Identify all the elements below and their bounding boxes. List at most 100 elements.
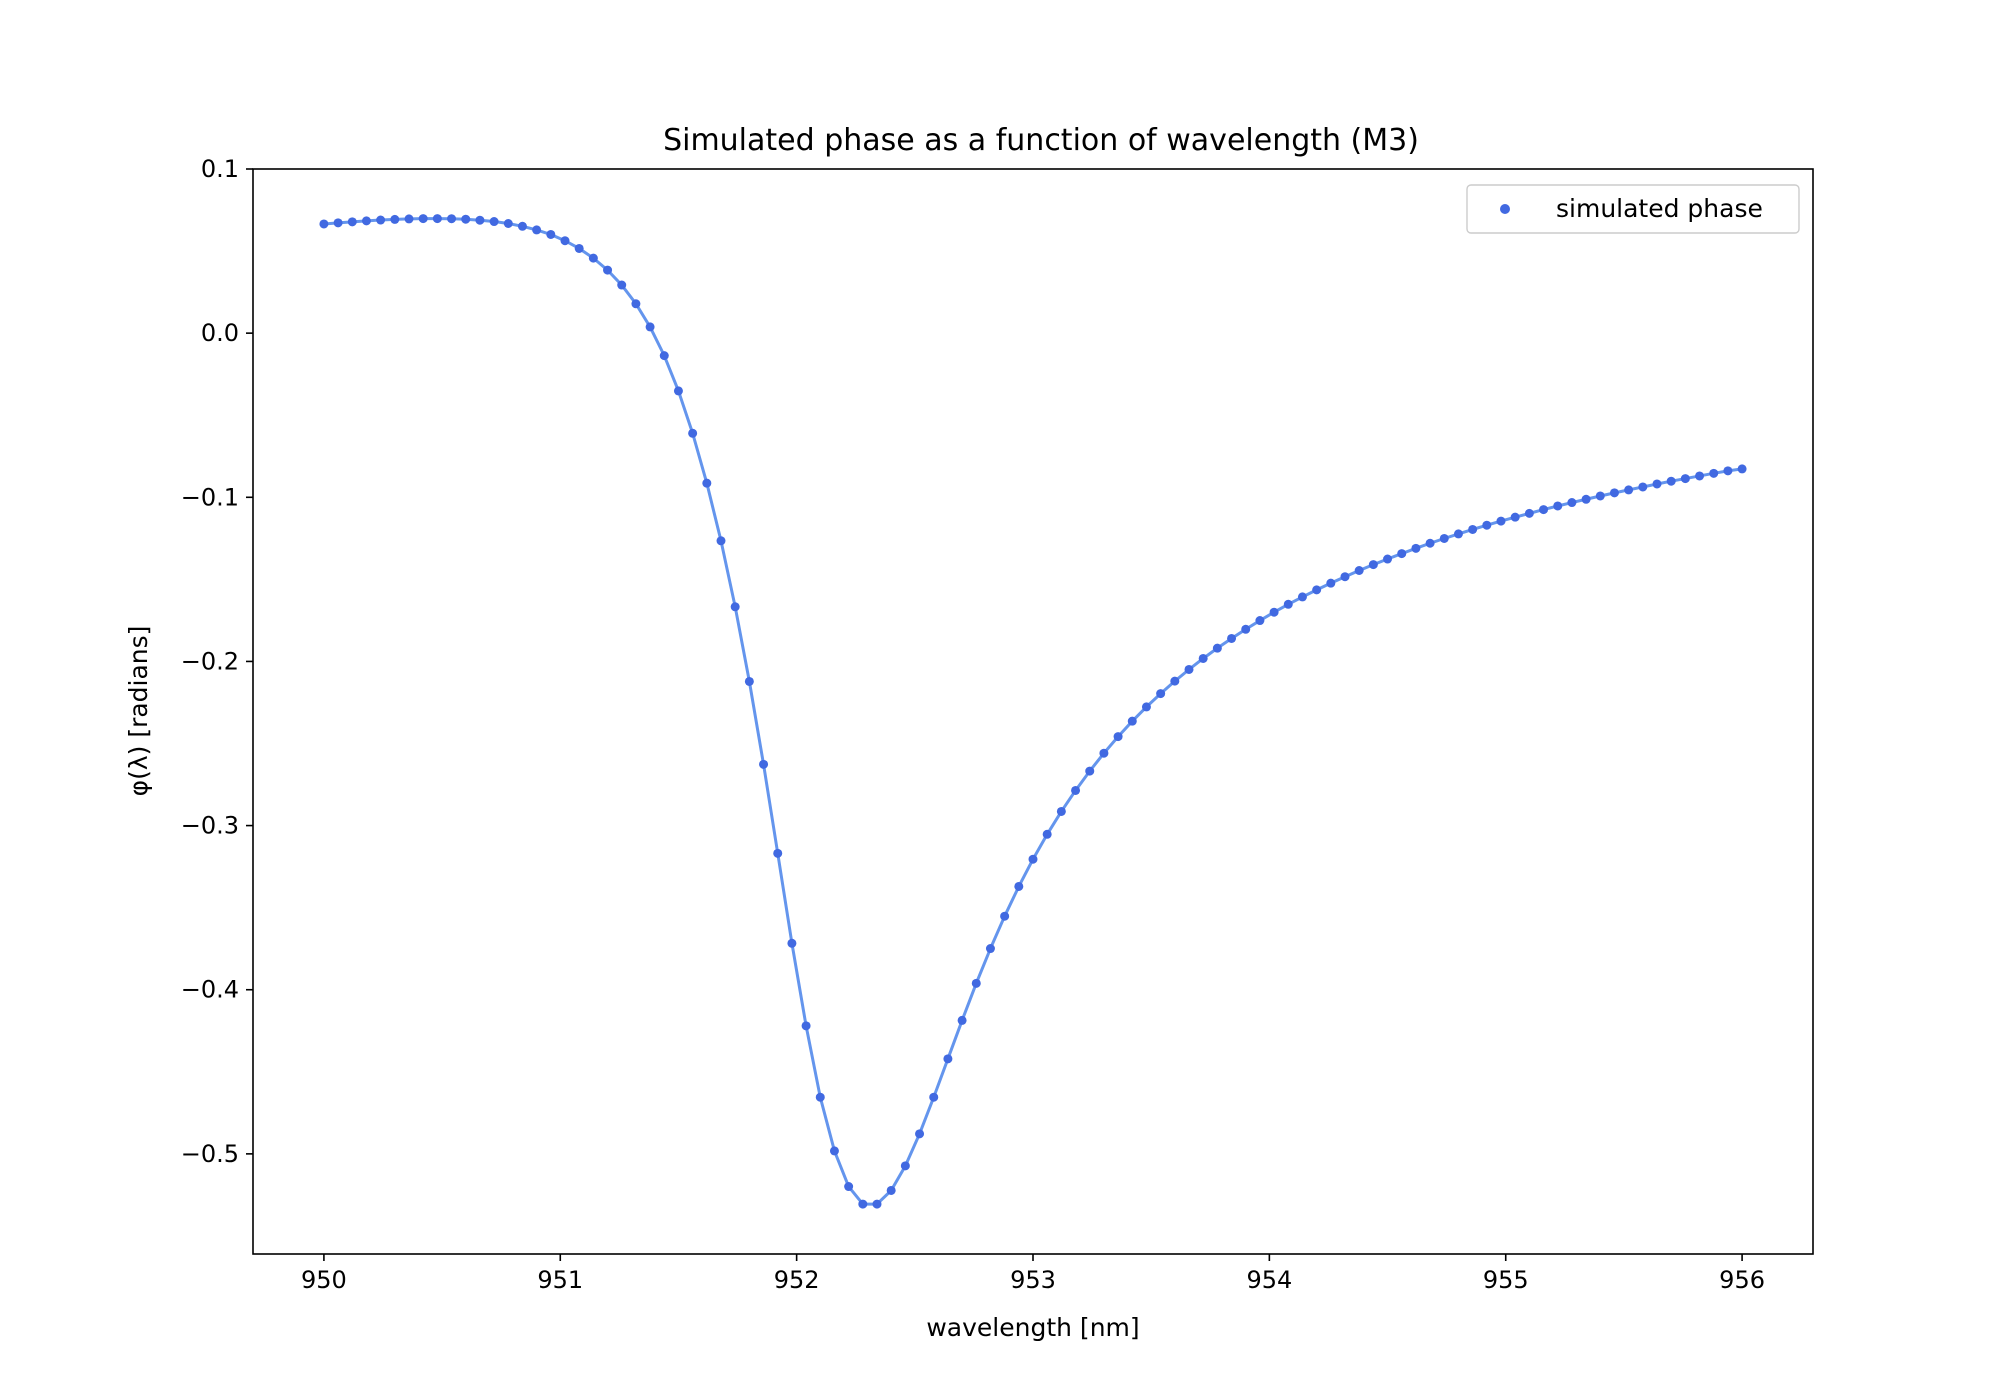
data-point (1737, 464, 1747, 474)
legend-frame (1466, 184, 1800, 234)
data-point (1198, 653, 1208, 663)
data-point (787, 938, 797, 948)
data-point (844, 1182, 854, 1192)
legend-label-simulated-phase: simulated phase (1556, 194, 1763, 223)
data-point (1723, 466, 1733, 476)
data-point (957, 1015, 967, 1025)
data-point (1312, 585, 1322, 595)
data-point (1141, 702, 1151, 712)
data-point (744, 676, 754, 686)
legend-marker (1500, 204, 1510, 214)
data-point (404, 214, 414, 224)
legend: simulated phase (1466, 184, 1800, 234)
data-point (1127, 716, 1137, 726)
data-point (1609, 488, 1619, 498)
data-point (489, 217, 499, 227)
data-point (1340, 572, 1350, 582)
data-point (1411, 543, 1421, 553)
data-point (1283, 599, 1293, 609)
data-point (1439, 533, 1449, 543)
data-point (1227, 633, 1237, 643)
data-point (858, 1199, 868, 1209)
data-point (1085, 766, 1095, 776)
data-point (475, 215, 485, 225)
y-axis-label: φ(λ) [radians] (124, 626, 153, 797)
data-point (1184, 664, 1194, 674)
data-point (1680, 474, 1690, 484)
data-point (1042, 829, 1052, 839)
data-point (1113, 732, 1123, 742)
data-point (461, 214, 471, 224)
data-point (1595, 491, 1605, 501)
data-point (1000, 911, 1010, 921)
data-point (588, 253, 598, 263)
data-point (1567, 498, 1577, 508)
data-point (432, 214, 442, 224)
data-point (943, 1054, 953, 1064)
data-point (1638, 482, 1648, 492)
data-point (1524, 508, 1534, 518)
x-tick-label: 951 (537, 1266, 583, 1294)
data-point (503, 219, 513, 228)
data-point (1709, 468, 1719, 478)
data-point (517, 221, 527, 231)
data-point (1297, 592, 1307, 602)
data-point (1170, 676, 1180, 686)
data-point (376, 215, 386, 225)
data-point (1695, 471, 1705, 481)
data-point (1383, 554, 1393, 564)
data-point (886, 1185, 896, 1195)
data-point (319, 219, 329, 229)
data-point (645, 322, 655, 332)
y-tick-label: −0.2 (181, 647, 239, 675)
data-point (673, 386, 683, 396)
data-point (929, 1092, 939, 1102)
chart-title: Simulated phase as a function of wavelen… (663, 123, 1419, 158)
data-point (1510, 512, 1520, 522)
data-point (872, 1199, 882, 1209)
data-point (1056, 806, 1066, 816)
data-point (773, 848, 783, 858)
data-point (1581, 494, 1591, 504)
data-point (447, 214, 457, 224)
x-tick-label: 950 (301, 1266, 347, 1294)
data-point (1539, 505, 1549, 515)
y-tick-label: −0.1 (181, 483, 239, 511)
data-point (1425, 538, 1435, 548)
data-point (1453, 529, 1463, 539)
data-point (1255, 616, 1265, 626)
data-point (702, 478, 712, 488)
x-tick-label: 954 (1246, 1266, 1292, 1294)
data-point (390, 214, 400, 224)
data-point (1212, 643, 1222, 653)
data-point (1482, 520, 1492, 530)
data-point (1071, 785, 1081, 795)
data-point (418, 214, 428, 224)
data-point (1496, 516, 1506, 526)
data-point (1652, 479, 1662, 489)
data-point (532, 225, 542, 235)
data-point (815, 1092, 825, 1102)
data-point (1028, 854, 1038, 864)
data-point (1354, 566, 1364, 575)
data-point (574, 243, 584, 253)
data-point (361, 216, 371, 226)
data-point (971, 978, 981, 988)
data-point (1397, 549, 1407, 559)
data-point (1326, 578, 1336, 588)
data-point (1269, 607, 1279, 617)
data-point (560, 236, 570, 246)
data-point (1368, 560, 1378, 570)
y-axis: 0.1 0.0 −0.1 −0.2 −0.3 −0.4 −0.5 (181, 155, 253, 1168)
y-tick-label: −0.3 (181, 812, 239, 840)
data-point (801, 1021, 811, 1031)
data-point (603, 265, 613, 275)
data-point (759, 759, 769, 769)
data-point (730, 602, 740, 612)
data-point (333, 218, 343, 228)
x-tick-label: 952 (774, 1266, 820, 1294)
data-point (347, 217, 357, 227)
data-point (1468, 524, 1478, 534)
data-point (716, 536, 726, 546)
